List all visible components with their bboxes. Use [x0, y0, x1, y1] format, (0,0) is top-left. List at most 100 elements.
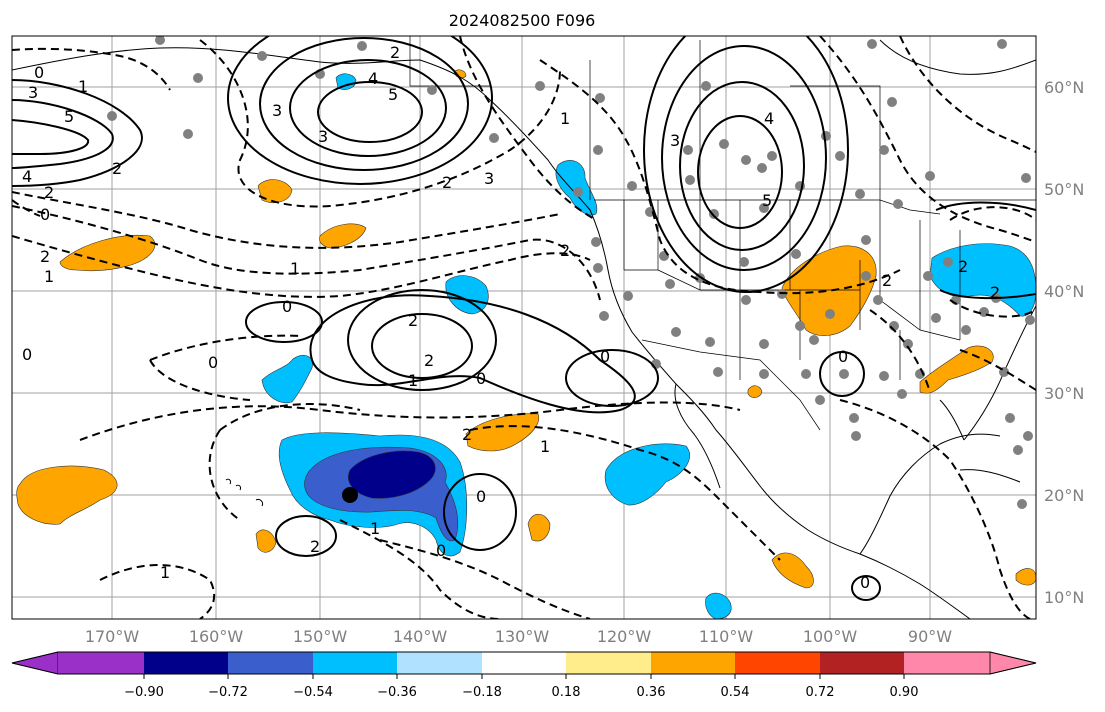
contour-central-america-0 [851, 575, 881, 601]
contour-high-canada-5 [697, 115, 783, 229]
lon-label: 120°W [597, 627, 652, 646]
colorbar-tick-label: −0.54 [293, 685, 333, 700]
contour-label: 3 [318, 127, 328, 146]
colorbar-tick-label: −0.72 [208, 685, 248, 700]
dashed-contour-gulf [839, 399, 1031, 619]
colorbar-segment [11, 651, 59, 675]
contour-label: 1 [78, 77, 88, 96]
positive-fill-north-pacific-west [257, 179, 293, 203]
map-background [12, 36, 1036, 619]
colorbar-tick-label: −0.36 [377, 685, 417, 700]
positive-fill-south-pacific-small [255, 529, 277, 553]
colorbar-segment [989, 651, 1037, 675]
contour-label: 4 [764, 109, 774, 128]
contour-high-alaska-4 [289, 59, 447, 157]
contour-label: 2 [990, 283, 1000, 302]
dashed-contour-southeast [959, 349, 1036, 391]
hawaii-islands [225, 478, 263, 507]
contour-label: 2 [958, 257, 968, 276]
colorbar-tick-label: 0.18 [552, 685, 581, 700]
contour-label: 0 [600, 347, 610, 366]
dashed-contour-mexico [469, 425, 781, 561]
alaska-coast [12, 47, 421, 71]
lon-label: 160°W [189, 627, 244, 646]
contour-ne-pacific-0 [443, 473, 517, 551]
dashed-contour-pacific-tropical [339, 519, 501, 619]
lon-label: 110°W [699, 627, 754, 646]
contour-label: 0 [282, 297, 292, 316]
contour-label: 2 [462, 425, 472, 444]
contour-high-dateline [12, 79, 143, 187]
contour-label: 0 [40, 205, 50, 224]
lat-label: 20°N [1044, 486, 1084, 505]
lon-label: 170°W [85, 627, 140, 646]
dashed-contour-north-pacific-2 [12, 235, 591, 298]
colorbar-segment [566, 652, 651, 674]
lon-label: 90°W [908, 627, 952, 646]
contour-high-dateline-2 [12, 99, 114, 169]
contour-label: 1 [408, 371, 418, 390]
positive-fill-mexico-coast [527, 513, 551, 542]
dashed-contour-gulf-alaska [199, 39, 561, 208]
contour-high-canada-3 [661, 45, 827, 271]
colorbar-tick-label: −0.90 [124, 685, 164, 700]
contour-high-pacific-1 [347, 289, 497, 391]
dashed-contour-canada-east [819, 36, 1036, 243]
contour-label: 1 [160, 563, 170, 582]
colorbar-outline [11, 651, 1037, 675]
map-title: 2024082500 F096 [449, 11, 596, 30]
colorbar: −0.90 −0.72 −0.54 −0.36 −0.18 0.18 0.36 … [11, 651, 1037, 700]
contour-label: 5 [64, 107, 74, 126]
colorbar-segment [820, 652, 904, 674]
lon-label: 100°W [803, 627, 858, 646]
contour-label: 0 [34, 63, 44, 82]
lat-label: 50°N [1044, 180, 1084, 199]
contour-labels: 0 1 3 5 4 2 0 2 1 2 3 4 5 3 2 2 3 1 4 5 … [22, 43, 1000, 592]
contour-high-dateline-3 [12, 119, 90, 155]
colorbar-ticks [143, 674, 905, 679]
dashed-contour-canada-west [539, 59, 901, 295]
canada-provinces [409, 36, 1036, 201]
contour-label: 0 [476, 487, 486, 506]
contour-southwest-us [565, 349, 659, 407]
lon-label: 150°W [293, 627, 348, 646]
contour-label: 1 [290, 259, 300, 278]
contour-label: 1 [44, 267, 54, 286]
lon-label: 140°W [393, 627, 448, 646]
positive-fill-pacific-mid [319, 223, 367, 249]
colorbar-segment [144, 652, 228, 674]
dashed-contour-pacific-tropical-2 [99, 564, 216, 619]
contour-label: 2 [408, 311, 418, 330]
contour-label: 2 [112, 159, 122, 178]
positive-fill-central-america [771, 552, 814, 589]
contour-label: 2 [310, 537, 320, 556]
contour-label: 3 [670, 131, 680, 150]
negative-fill-gulf-of-alaska [335, 73, 357, 90]
cuba [959, 469, 1021, 483]
positive-fill-near-california [465, 413, 540, 452]
dashed-contour-pacific-south-1 [79, 401, 741, 441]
contour-high-alaska-5 [317, 81, 423, 143]
colorbar-segment [58, 652, 144, 674]
contour-label: 0 [476, 369, 486, 388]
colorbar-segment [904, 652, 990, 674]
coastlines [12, 39, 1036, 619]
map-plot-area: 0 1 3 5 4 2 0 2 1 2 3 4 5 3 2 2 3 1 4 5 … [12, 36, 1036, 619]
lat-label: 30°N [1044, 384, 1084, 403]
north-america-coast [419, 59, 971, 619]
colorbar-segment [482, 652, 566, 674]
contour-high-canada-4 [679, 81, 805, 251]
negative-fill-south-pacific [705, 592, 732, 619]
lon-label: 130°W [495, 627, 550, 646]
solid-contours [12, 36, 1036, 601]
contour-label: 4 [22, 167, 32, 186]
contour-low-pacific-west [245, 301, 323, 343]
latitude-labels: 60°N 50°N 40°N 30°N 20°N 10°N [1044, 78, 1084, 607]
colorbar-tick-label: 0.36 [637, 685, 666, 700]
contour-label: 0 [860, 573, 870, 592]
contour-label: 2 [40, 247, 50, 266]
contour-label: 2 [560, 241, 570, 260]
contour-high-alaska-3 [259, 37, 469, 171]
colorbar-tick-label: −0.18 [462, 685, 502, 700]
colorbar-tick-label: 0.90 [890, 685, 919, 700]
